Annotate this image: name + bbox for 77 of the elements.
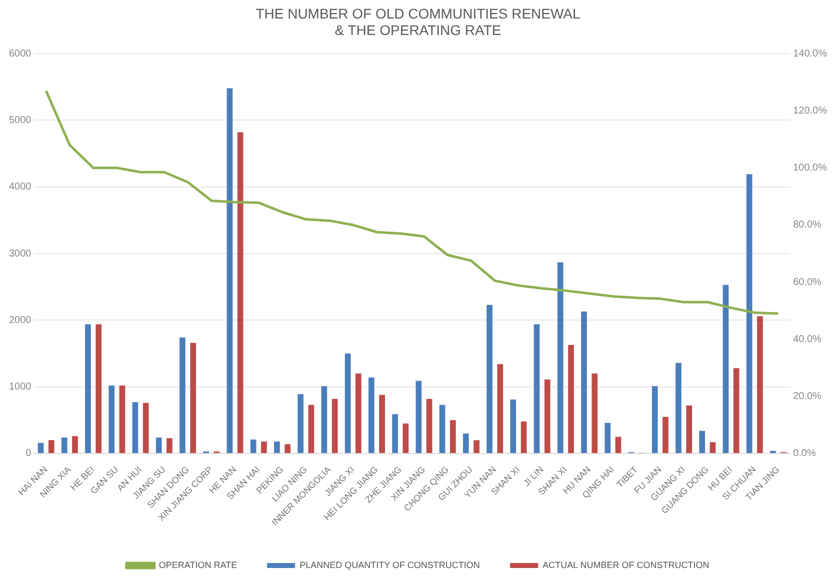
y2-tick-label: 0.0% <box>793 448 816 460</box>
bar <box>190 342 196 453</box>
bar <box>676 362 682 453</box>
bar <box>119 386 126 453</box>
bar <box>497 364 504 453</box>
y-tick-label: 2000 <box>8 314 32 326</box>
y2-tick-label: 100.0% <box>793 162 828 174</box>
bar <box>332 398 338 453</box>
bar <box>581 312 587 453</box>
bar <box>462 434 469 453</box>
bar <box>274 442 280 453</box>
bar <box>61 438 68 453</box>
bar <box>356 374 362 453</box>
bar <box>48 440 54 453</box>
bar <box>108 386 115 453</box>
y2-tick-label: 40.0% <box>793 334 822 345</box>
bar <box>226 88 233 453</box>
bar <box>520 422 527 453</box>
bar <box>379 394 385 453</box>
bar <box>652 386 658 453</box>
bar <box>615 436 622 453</box>
bar <box>166 438 172 453</box>
bar <box>604 422 611 453</box>
bar <box>757 316 763 453</box>
bar <box>699 430 706 453</box>
chart-title: THE NUMBER OF OLD COMMUNITIES RENEWAL & THE OPERATING RATE <box>256 5 581 38</box>
bar <box>568 344 574 453</box>
bar <box>510 400 516 453</box>
bar <box>722 284 729 453</box>
bar <box>416 380 422 453</box>
bar <box>486 304 492 453</box>
bar <box>308 404 314 453</box>
legend-label: ACTUAL NUMBER OF CONSTRUCTION <box>542 560 710 570</box>
bar <box>592 374 598 453</box>
bar <box>439 404 446 453</box>
bar <box>72 436 78 453</box>
legend-label: PLANNED QUANTITY OF CONSTRUCTION <box>300 560 480 570</box>
bar <box>321 386 328 453</box>
bar <box>132 402 138 453</box>
bar <box>156 438 162 453</box>
y-tick-label: 1000 <box>8 382 32 393</box>
bar <box>746 174 752 453</box>
y-tick-label: 4000 <box>8 182 32 193</box>
bar <box>450 420 456 453</box>
y2-tick-label: 140.0% <box>793 48 828 60</box>
y-tick-label: 0 <box>26 448 32 460</box>
bar <box>402 424 409 453</box>
bar <box>733 368 740 453</box>
y2-tick-label: 120.0% <box>793 105 828 116</box>
y-tick-label: 3000 <box>8 248 32 260</box>
y-tick-label: 5000 <box>8 115 32 126</box>
bar <box>85 324 91 453</box>
bar <box>180 338 186 453</box>
bar <box>261 442 267 453</box>
bar <box>38 442 44 453</box>
bar <box>557 262 564 453</box>
bar <box>544 380 550 453</box>
y2-tick-label: 80.0% <box>793 220 822 231</box>
bar <box>662 416 668 453</box>
bar <box>142 402 149 453</box>
bar <box>298 394 304 453</box>
bar <box>96 324 102 453</box>
bar <box>237 132 244 453</box>
bar <box>686 406 692 453</box>
bar <box>392 414 398 453</box>
bar <box>250 440 256 453</box>
bar <box>344 354 351 453</box>
y2-tick-label: 20.0% <box>793 391 822 402</box>
bar <box>474 440 480 453</box>
bar <box>426 398 432 453</box>
y2-tick-label: 60.0% <box>793 276 822 288</box>
legend-label: OPERATION RATE <box>158 560 238 570</box>
y-tick-label: 6000 <box>8 48 32 60</box>
bar <box>710 442 716 453</box>
bar <box>534 324 540 453</box>
bar <box>368 378 374 453</box>
bar <box>284 444 290 453</box>
